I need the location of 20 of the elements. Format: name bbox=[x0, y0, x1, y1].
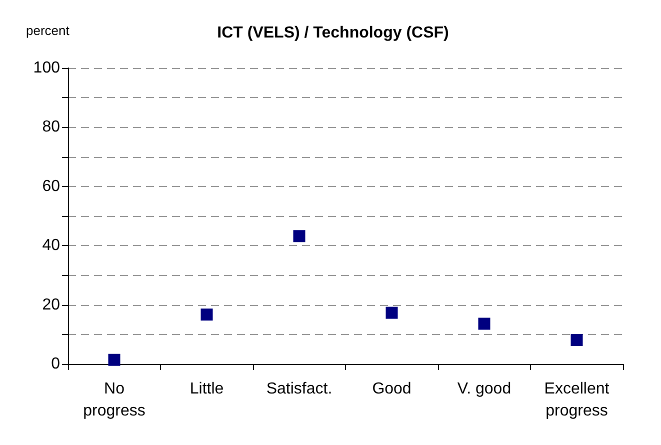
point bbox=[108, 354, 120, 366]
x-tick-label: V. good bbox=[457, 380, 512, 398]
point bbox=[293, 230, 306, 242]
y-tick-label: 40 bbox=[42, 237, 60, 254]
y-axis-title: percent bbox=[26, 23, 70, 38]
y-tick-label: 20 bbox=[42, 296, 60, 314]
x-tick-label: Good bbox=[372, 380, 412, 398]
x-tick-label: No progress bbox=[83, 380, 146, 420]
point bbox=[386, 306, 398, 319]
y-tick-label: 0 bbox=[51, 356, 60, 372]
point bbox=[478, 318, 490, 330]
x-tick-label: Little bbox=[190, 380, 224, 398]
x-tick-label: Satisfact. bbox=[266, 380, 332, 398]
point bbox=[200, 308, 213, 321]
y-tick-label: 100 bbox=[33, 60, 60, 76]
chart-title: ICT (VELS) / Technology (CSF) bbox=[217, 24, 449, 42]
point bbox=[570, 334, 583, 346]
y-tick-label: 80 bbox=[42, 118, 60, 136]
x-tick-label: Excellent progress bbox=[544, 380, 610, 420]
y-tick-label: 60 bbox=[42, 178, 60, 195]
